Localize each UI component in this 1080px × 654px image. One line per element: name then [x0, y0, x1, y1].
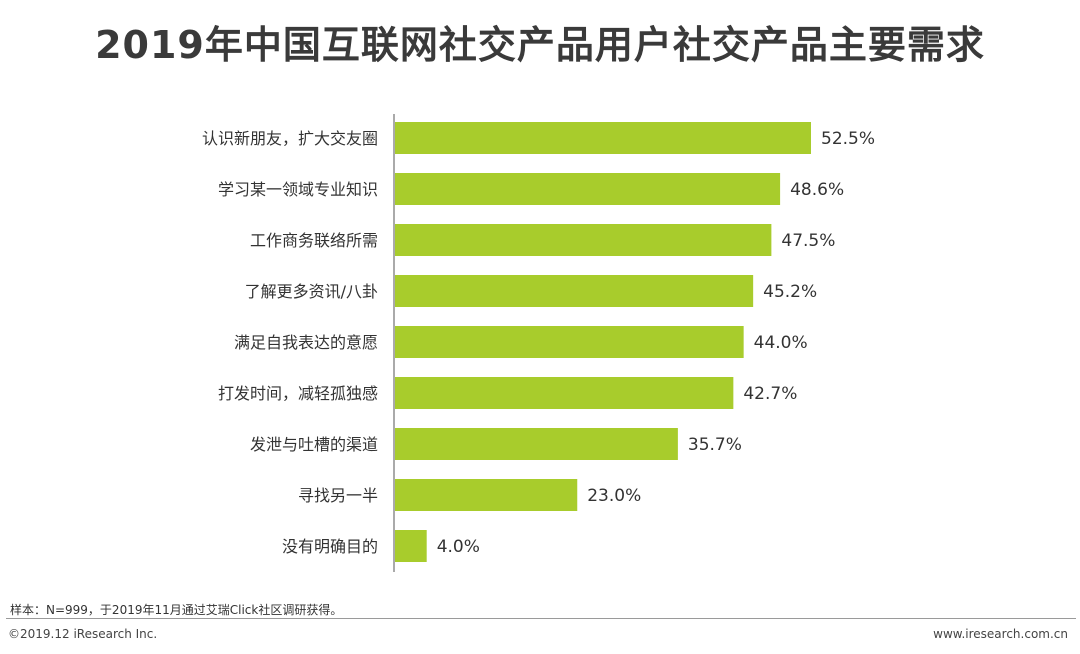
- bar: [395, 275, 754, 307]
- category-label: 打发时间，减轻孤独感: [218, 384, 378, 403]
- bar: [395, 326, 744, 358]
- bars-group: 认识新朋友，扩大交友圈 52.5% 学习某一领域专业知识 48.6% 工作商务联络所需 4…: [202, 122, 875, 562]
- category-label: 没有明确目的: [282, 537, 378, 556]
- category-label: 学习某一领域专业知识: [218, 180, 378, 199]
- category-label: 工作商务联络所需: [250, 231, 378, 250]
- value-label: 4.0%: [437, 537, 480, 557]
- category-label: 发泄与吐槽的渠道: [250, 435, 378, 454]
- value-label: 35.7%: [688, 435, 742, 455]
- value-label: 42.7%: [743, 384, 797, 404]
- website-text: www.iresearch.com.cn: [933, 627, 1068, 641]
- category-label: 寻找另一半: [298, 486, 378, 505]
- chart-title: 2019年中国互联网社交产品用户社交产品主要需求: [95, 23, 985, 67]
- value-label: 52.5%: [821, 129, 875, 149]
- bar: [395, 224, 772, 256]
- value-label: 47.5%: [781, 231, 835, 251]
- category-label: 了解更多资讯/八卦: [245, 282, 378, 301]
- category-label: 认识新朋友，扩大交友圈: [202, 129, 378, 148]
- value-label: 48.6%: [790, 180, 844, 200]
- value-label: 45.2%: [763, 282, 817, 302]
- bar: [395, 479, 578, 511]
- bar-chart: 认识新朋友，扩大交友圈 52.5% 学习某一领域专业知识 48.6% 工作商务联络所需 4…: [202, 114, 875, 572]
- bar: [395, 377, 734, 409]
- value-label: 44.0%: [754, 333, 808, 353]
- bar: [395, 173, 781, 205]
- value-label: 23.0%: [587, 486, 641, 506]
- footer-divider: [6, 618, 1076, 619]
- bar: [395, 428, 678, 460]
- copyright-text: ©2019.12 iResearch Inc.: [8, 627, 158, 641]
- bar: [395, 530, 427, 562]
- bar: [395, 122, 811, 154]
- sample-note: 样本：N=999，于2019年11月通过艾瑞Click社区调研获得。: [10, 603, 343, 617]
- category-label: 满足自我表达的意愿: [234, 333, 378, 352]
